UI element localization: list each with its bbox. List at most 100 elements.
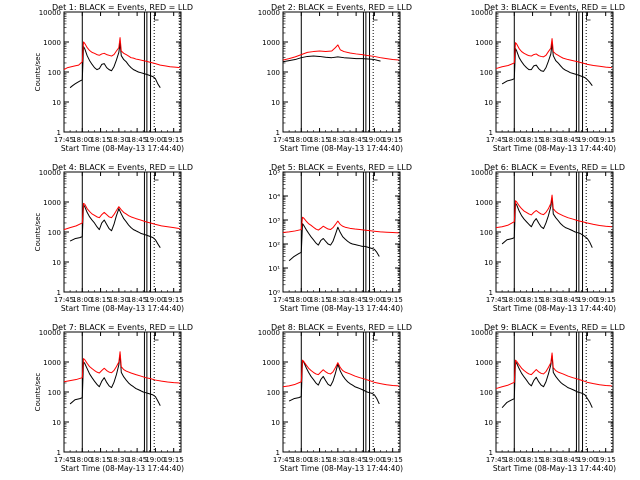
x-tick-label: 18:30 <box>541 296 561 304</box>
y-tick-label: 1 <box>489 129 493 137</box>
y-tick-label: 10000 <box>39 169 61 177</box>
y-tick-label: 1000 <box>43 199 61 207</box>
x-axis-label: Start Time (08-May-13 17:44:40) <box>61 144 184 153</box>
x-tick-label: 18:45 <box>559 136 579 144</box>
x-tick-label: 17:45 <box>54 296 74 304</box>
x-tick-label: 18:45 <box>559 456 579 464</box>
y-tick-label: 10 <box>52 259 61 267</box>
y-tick-label: 1 <box>57 289 61 297</box>
events-series-line <box>69 204 161 248</box>
x-tick-label: 18:15 <box>90 136 110 144</box>
y-tick-label: 1000 <box>262 359 280 367</box>
x-tick-label: 18:15 <box>309 136 329 144</box>
x-tick-label: 19:00 <box>364 456 384 464</box>
x-tick-label: 18:15 <box>309 296 329 304</box>
marker-bracket <box>154 173 159 181</box>
y-tick-label: 1 <box>489 449 493 457</box>
y-tick-label: 100 <box>480 389 493 397</box>
x-tick-label: 17:45 <box>54 456 74 464</box>
y-tick-label: 100 <box>480 69 493 77</box>
x-tick-label: 19:15 <box>596 296 616 304</box>
x-tick-label: 18:00 <box>504 296 524 304</box>
lld-series-line <box>495 194 612 229</box>
panel-title: Det 6: BLACK = Events, RED = LLD <box>484 163 625 172</box>
x-tick-label: 19:15 <box>164 296 184 304</box>
y-tick-label: 10 <box>484 99 493 107</box>
y-tick-label: 100 <box>48 389 61 397</box>
plot-frame <box>63 11 182 133</box>
panel-1: Det 1: BLACK = Events, RED = LLD 1 10 100 10… <box>34 3 193 153</box>
x-tick-label: 18:45 <box>127 296 147 304</box>
marker-bracket <box>586 333 591 341</box>
x-tick-label: 18:30 <box>328 456 348 464</box>
y-tick-label: 100 <box>267 69 280 77</box>
x-axis-label: Start Time (08-May-13 17:44:40) <box>493 464 616 473</box>
y-tick-label: 10⁴ <box>268 193 280 201</box>
x-tick-label: 18:15 <box>309 456 329 464</box>
plot-frame <box>495 171 614 293</box>
x-tick-label: 19:00 <box>577 136 597 144</box>
y-tick-label: 10000 <box>471 9 493 17</box>
panel-title: Det 7: BLACK = Events, RED = LLD <box>52 323 193 332</box>
marker-bracket <box>586 13 591 21</box>
lld-series-line <box>63 202 180 231</box>
panel-title: Det 4: BLACK = Events, RED = LLD <box>52 163 193 172</box>
plot-frame <box>495 11 614 133</box>
x-tick-label: 18:00 <box>291 456 311 464</box>
marker-bracket <box>586 173 591 181</box>
events-series-line <box>501 354 593 409</box>
y-tick-label: 10 <box>271 419 280 427</box>
plot-frame <box>282 331 401 453</box>
y-tick-label: 10000 <box>39 9 61 17</box>
events-series-line <box>288 360 380 405</box>
lld-series-line <box>495 38 612 70</box>
x-tick-label: 18:15 <box>90 296 110 304</box>
x-tick-label: 19:00 <box>364 296 384 304</box>
panel-6: Det 6: BLACK = Events, RED = LLD 1 10 100 10… <box>471 163 625 313</box>
y-tick-label: 1 <box>57 449 61 457</box>
x-axis-label: Start Time (08-May-13 17:44:40) <box>280 144 403 153</box>
y-tick-label: 10⁵ <box>268 169 280 177</box>
x-tick-label: 18:00 <box>72 456 92 464</box>
x-tick-label: 18:45 <box>127 136 147 144</box>
y-tick-label: 100 <box>267 389 280 397</box>
x-tick-label: 18:45 <box>346 456 366 464</box>
x-axis-label: Start Time (08-May-13 17:44:40) <box>493 144 616 153</box>
y-tick-label: 1000 <box>475 199 493 207</box>
x-tick-label: 17:45 <box>486 136 506 144</box>
x-tick-label: 17:45 <box>273 456 293 464</box>
marker-bracket <box>373 333 378 341</box>
x-tick-label: 18:45 <box>346 296 366 304</box>
x-tick-label: 18:00 <box>72 296 92 304</box>
x-tick-label: 18:00 <box>504 456 524 464</box>
panel-title: Det 9: BLACK = Events, RED = LLD <box>484 323 625 332</box>
x-axis-label: Start Time (08-May-13 17:44:40) <box>493 304 616 313</box>
x-tick-label: 17:45 <box>273 136 293 144</box>
y-tick-label: 10 <box>484 419 493 427</box>
y-tick-label: 10000 <box>258 329 280 337</box>
y-axis-label: Counts/sec <box>34 53 42 92</box>
panel-title: Det 3: BLACK = Events, RED = LLD <box>484 3 625 12</box>
plot-frame <box>63 331 182 453</box>
y-tick-label: 10000 <box>471 329 493 337</box>
y-tick-label: 10 <box>52 99 61 107</box>
panel-7: Det 7: BLACK = Events, RED = LLD 1 10 100 10… <box>34 323 193 473</box>
x-tick-label: 18:30 <box>328 136 348 144</box>
plot-frame <box>63 171 182 293</box>
panel-title: Det 1: BLACK = Events, RED = LLD <box>52 3 193 12</box>
x-axis-label: Start Time (08-May-13 17:44:40) <box>61 304 184 313</box>
x-tick-label: 19:15 <box>164 456 184 464</box>
x-tick-label: 18:45 <box>127 456 147 464</box>
x-tick-label: 18:15 <box>90 456 110 464</box>
y-tick-label: 100 <box>480 229 493 237</box>
x-tick-label: 18:00 <box>504 136 524 144</box>
y-tick-label: 1000 <box>43 359 61 367</box>
panel-9: Det 9: BLACK = Events, RED = LLD 1 10 100 10… <box>471 323 625 473</box>
x-tick-label: 18:15 <box>522 296 542 304</box>
x-tick-label: 17:45 <box>273 296 293 304</box>
events-series-line <box>288 223 380 262</box>
events-series-line <box>69 42 161 89</box>
plot-frame <box>282 11 401 133</box>
lld-series-line <box>63 37 180 71</box>
